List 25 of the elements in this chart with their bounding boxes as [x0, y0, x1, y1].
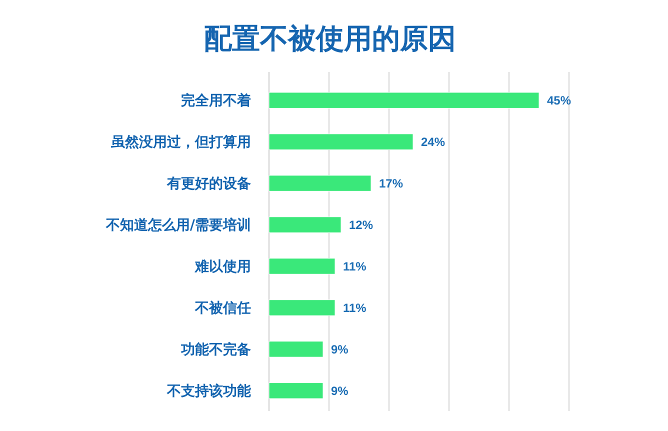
y-tick-label: 不知道怎么用/需要培训: [104, 216, 251, 234]
bar: [268, 258, 336, 274]
bar: [268, 216, 342, 233]
y-tick-label: 功能不完备: [180, 341, 251, 358]
bar: [268, 382, 324, 399]
y-tick-label: 不支持该功能: [166, 382, 252, 400]
bar: [268, 134, 414, 150]
bar: [268, 341, 324, 358]
y-tick-label: 不被信任: [194, 300, 251, 317]
bar: [268, 300, 336, 316]
data-label: 12%: [349, 218, 374, 232]
y-tick-label: 完全用不着: [181, 92, 251, 110]
data-label: 9%: [331, 342, 349, 356]
data-label: 9%: [331, 384, 349, 398]
data-label: 17%: [379, 176, 404, 190]
data-label: 45%: [547, 94, 572, 108]
data-label: 11%: [343, 259, 367, 274]
y-tick-label: 虽然没用过，但打算用: [110, 134, 251, 151]
y-tick-label: 有更好的设备: [166, 176, 251, 192]
data-label: 24%: [421, 135, 446, 150]
y-tick-label: 难以使用: [194, 259, 251, 276]
bar: [268, 175, 372, 192]
chart-title: 配置不被使用的原因: [204, 22, 456, 55]
bar: [268, 92, 540, 108]
data-label: 11%: [343, 300, 367, 315]
